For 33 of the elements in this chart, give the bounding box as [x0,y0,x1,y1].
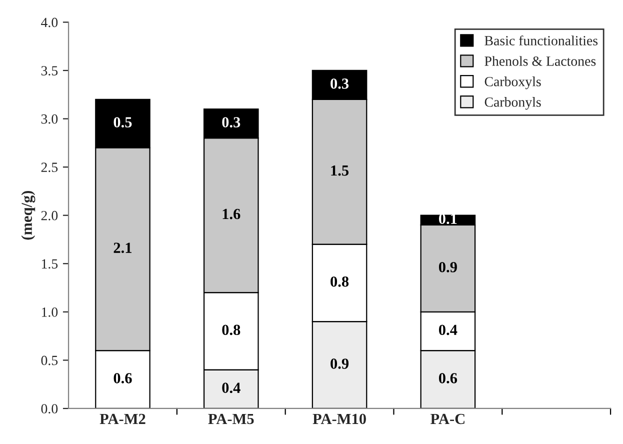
y-tick-label: 0.5 [41,356,58,366]
data-label: 0.9 [330,358,349,369]
y-tick-label: 4.0 [41,18,58,28]
data-label: 0.8 [222,324,240,336]
y-tick-label: 2.0 [41,210,58,220]
legend-label: Carboxyls [484,76,541,90]
data-label: 1.5 [331,165,349,176]
y-tick-label: 2.5 [41,162,58,172]
y-tick-label: 0.0 [41,404,58,414]
data-label: 1.6 [222,208,240,220]
y-tick-label: 1.5 [42,259,58,269]
data-label: 0.1 [438,214,457,224]
x-tick-label: PA-M10 [312,414,366,424]
y-axis-title: (meq/g) [21,190,36,240]
data-label: 0.4 [438,324,458,336]
data-label: 0.8 [330,276,349,287]
x-tick-label: PA-M2 [100,414,146,424]
data-label: 0.3 [330,78,349,89]
legend-label: Basic functionalities [484,35,598,46]
x-tick-label: PA-M5 [208,414,254,424]
x-tick-label: PA-C [430,414,464,424]
data-label: 0.6 [438,373,458,384]
data-label: 2.1 [114,242,132,254]
data-label: 0.3 [222,117,240,128]
legend-label: Phenols & Lactones [484,56,596,66]
data-label: 0.4 [222,382,240,394]
data-label: 0.9 [438,262,457,272]
legend-label: Carbonyls [484,97,541,110]
data-label: 0.5 [114,117,132,128]
y-tick-label: 3.5 [41,66,58,76]
data-label: 0.6 [114,373,132,384]
y-tick-label: 3.0 [41,114,58,124]
y-tick-label: 1.0 [42,307,58,317]
